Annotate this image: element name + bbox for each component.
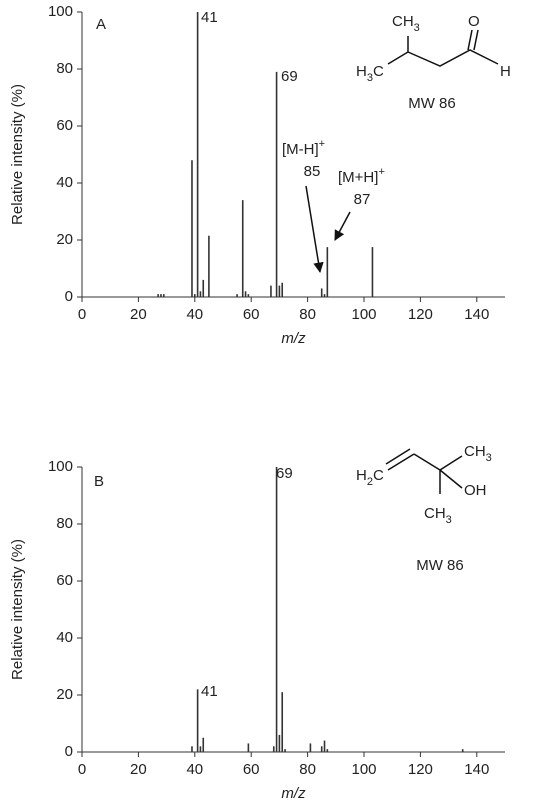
annotation-text: 85 (304, 163, 321, 180)
y-tick-label: 0 (65, 743, 73, 760)
x-axis-label: m/z (281, 330, 306, 347)
structure-label: H2C (356, 467, 384, 488)
annotation: 69 (281, 68, 298, 85)
arrow (334, 211, 351, 241)
structure-label: H3C (356, 63, 384, 84)
structure-label: H (500, 63, 511, 80)
y-tick-label: 80 (56, 515, 73, 532)
annotation-text: 41 (201, 683, 218, 700)
y-tick-label: 0 (65, 288, 73, 305)
x-tick-label: 80 (299, 761, 316, 778)
annotation-sup: + (378, 166, 384, 178)
structure-a: H3C CH3 O H MW 86 (356, 13, 511, 112)
x-tick-label: 0 (78, 761, 86, 778)
x-tick-label: 40 (186, 761, 203, 778)
annotation: 69 (276, 465, 293, 482)
x-axis-label: m/z (281, 785, 306, 802)
structure-b: H2C CH3 OH CH3 MW 86 (356, 443, 492, 574)
annotation: 85 (304, 163, 321, 180)
x-tick-label: 20 (130, 761, 147, 778)
structure-label: OH (464, 482, 487, 499)
annotation: [M-H]+ (282, 138, 325, 158)
annotation: [M+H]+ (338, 166, 385, 186)
annotation-text: 41 (201, 9, 218, 26)
annotation: 41 (201, 9, 218, 26)
structure-label: CH3 (392, 13, 420, 34)
annotation-text: [M-H] (282, 141, 319, 158)
annotation: 87 (354, 191, 371, 208)
x-tick-label: 120 (408, 306, 433, 323)
x-tick-label: 0 (78, 306, 86, 323)
x-tick-label: 80 (299, 306, 316, 323)
structure-label: CH3 (464, 443, 492, 464)
x-tick-label: 20 (130, 306, 147, 323)
y-tick-label: 80 (56, 60, 73, 77)
x-tick-label: 60 (243, 306, 260, 323)
annotation-text: 69 (276, 465, 293, 482)
structure-label: CH3 (424, 505, 452, 526)
annotation-text: 87 (354, 191, 371, 208)
panel-label: A (96, 16, 106, 33)
y-tick-label: 60 (56, 117, 73, 134)
annotation-text: 69 (281, 68, 298, 85)
y-axis-label: Relative intensity (%) (9, 539, 26, 680)
annotation-text: [M+H] (338, 169, 378, 186)
y-tick-label: 20 (56, 231, 73, 248)
structure-label: O (468, 13, 480, 30)
y-tick-label: 40 (56, 174, 73, 191)
x-tick-label: 60 (243, 761, 260, 778)
panel-label: B (94, 473, 104, 490)
arrow (305, 185, 324, 274)
y-tick-label: 20 (56, 686, 73, 703)
x-tick-label: 100 (351, 306, 376, 323)
y-tick-label: 60 (56, 572, 73, 589)
x-tick-label: 120 (408, 761, 433, 778)
molecular-weight: MW 86 (416, 557, 464, 574)
y-tick-label: 100 (48, 458, 73, 475)
x-tick-label: 140 (464, 761, 489, 778)
x-tick-label: 40 (186, 306, 203, 323)
annotation-sup: + (319, 138, 325, 150)
molecular-weight: MW 86 (408, 95, 456, 112)
y-tick-label: 100 (48, 3, 73, 20)
x-tick-label: 100 (351, 761, 376, 778)
y-tick-label: 40 (56, 629, 73, 646)
y-axis-label: Relative intensity (%) (9, 84, 26, 225)
annotation: 41 (201, 683, 218, 700)
x-tick-label: 140 (464, 306, 489, 323)
